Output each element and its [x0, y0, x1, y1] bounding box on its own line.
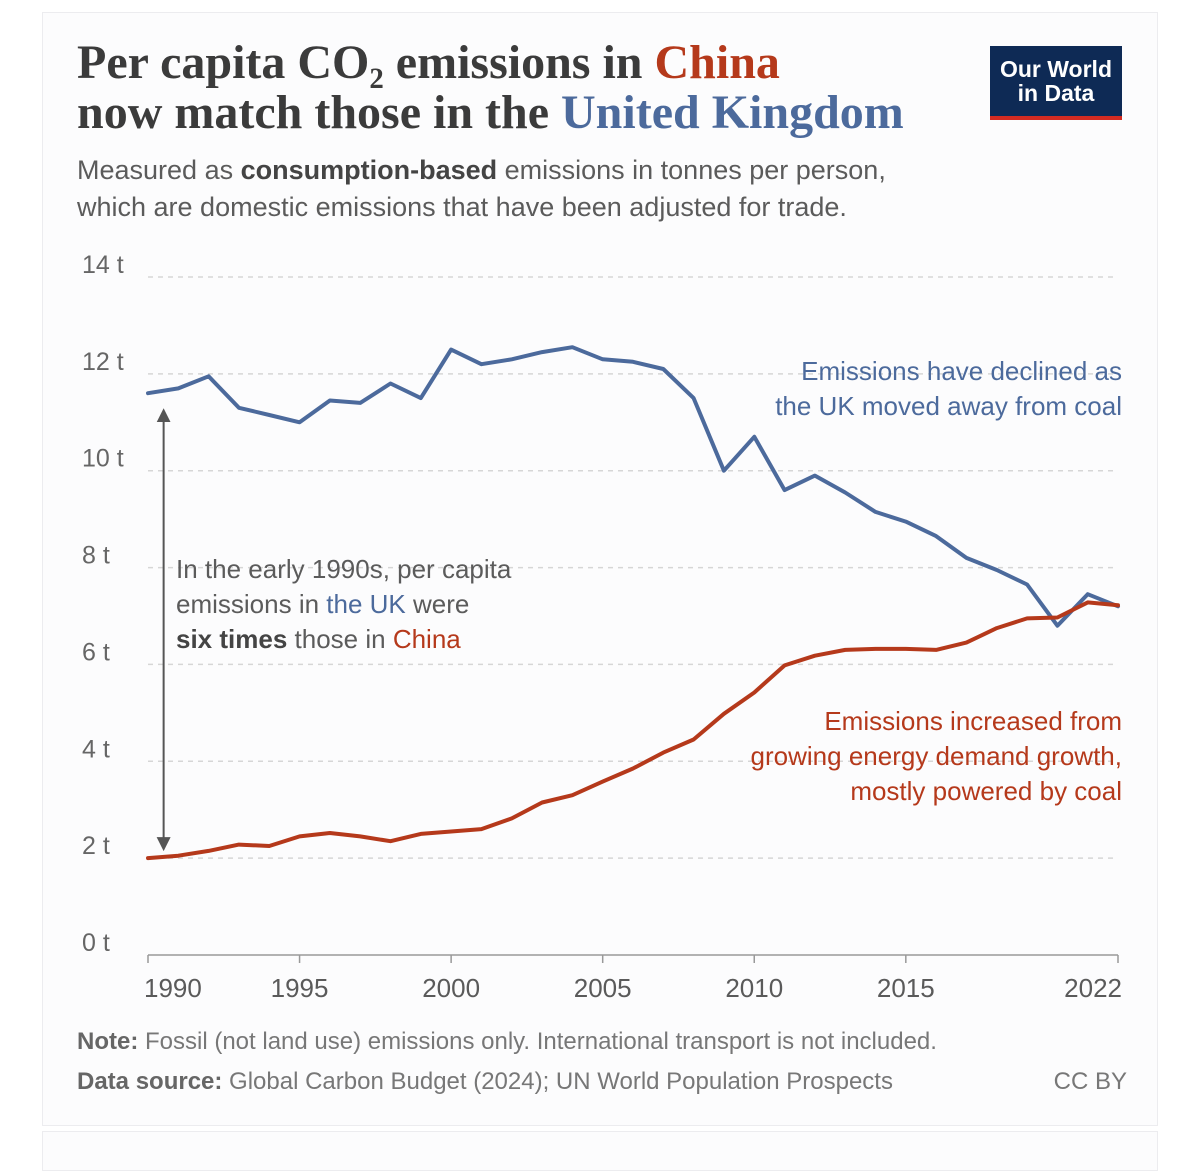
- y-tick-label: 12 t: [82, 348, 124, 376]
- y-tick-label: 8 t: [82, 542, 110, 570]
- subtitle-b: emissions in tonnes per person,: [497, 155, 886, 185]
- y-tick-label: 14 t: [82, 251, 124, 279]
- mid-c3: China: [393, 624, 461, 654]
- x-tick-label: 1995: [271, 973, 329, 1003]
- subtitle-bold: consumption-based: [240, 155, 498, 185]
- y-tick-label: 2 t: [82, 832, 110, 860]
- mid-b1: emissions in: [176, 589, 326, 619]
- subtitle-a: Measured as: [77, 155, 241, 185]
- mid-annotation-line1: In the early 1990s, per capita: [176, 554, 512, 584]
- source-text: Global Carbon Budget (2024); UN World Po…: [222, 1068, 893, 1095]
- title-part2: now match those in the: [77, 86, 562, 139]
- subtitle-line2: which are domestic emissions that have b…: [77, 192, 847, 222]
- x-tick-label: 1990: [144, 973, 202, 1003]
- source-label: Data source:: [77, 1068, 223, 1095]
- china-annotation-line2: growing energy demand growth,: [751, 741, 1122, 771]
- y-tick-label: 4 t: [82, 735, 110, 763]
- series-line-china[interactable]: [146, 600, 1120, 861]
- source-row: Data source: Global Carbon Budget (2024)…: [77, 1062, 1127, 1102]
- series-line-united-kingdom[interactable]: [146, 345, 1120, 628]
- note-label: Note:: [77, 1028, 139, 1055]
- mid-b2: the UK: [326, 589, 406, 619]
- x-tick-label: 2015: [877, 973, 935, 1003]
- chart-title: Per capita CO₂ emissions in China now ma…: [77, 38, 957, 138]
- x-axis: 1990 1995 2000 2005 2010 2015 2022: [144, 954, 1122, 1003]
- y-tick-label: 0 t: [82, 929, 110, 957]
- chart-card: [42, 12, 1158, 1126]
- china-annotation-line1: Emissions increased from: [824, 706, 1122, 736]
- y-axis: 0 t 2 t 4 t 6 t 8 t 10 t 12 t 14 t: [82, 251, 124, 957]
- source: Data source: Global Carbon Budget (2024)…: [77, 1062, 893, 1102]
- note-text: Fossil (not land use) emissions only. In…: [138, 1028, 937, 1055]
- mid-c1: six times: [176, 624, 287, 654]
- logo-line2: in Data: [1017, 80, 1095, 106]
- mid-annotation-line2: emissions in the UK were: [176, 589, 469, 619]
- license-link[interactable]: CC BY: [1053, 1068, 1127, 1095]
- mid-c2: those in: [287, 624, 393, 654]
- x-tick-label: 2010: [725, 973, 783, 1003]
- y-tick-label: 10 t: [82, 445, 124, 473]
- x-tick-label: 2005: [574, 973, 632, 1003]
- series-lines: [146, 345, 1120, 861]
- x-tick-label: 2000: [422, 973, 480, 1003]
- x-tick-label: 2022: [1064, 973, 1122, 1003]
- y-tick-label: 6 t: [82, 638, 110, 666]
- note-row: Note: Fossil (not land use) emissions on…: [77, 1022, 1127, 1062]
- title-part1: Per capita CO₂ emissions in: [77, 36, 655, 89]
- grid-lines: [148, 276, 1118, 859]
- footer: Note: Fossil (not land use) emissions on…: [77, 1022, 1127, 1102]
- title-uk: United Kingdom: [561, 86, 904, 139]
- mid-b3: were: [406, 589, 470, 619]
- title-china: China: [654, 36, 780, 89]
- chart-subtitle: Measured as consumption-based emissions …: [77, 152, 997, 226]
- owid-logo[interactable]: Our World in Data: [990, 46, 1122, 120]
- logo-line1: Our World: [999, 56, 1112, 82]
- mid-annotation-line3: six times those in China: [176, 624, 461, 654]
- uk-annotation-line1: Emissions have declined as: [801, 356, 1122, 386]
- china-annotation-line3: mostly powered by coal: [850, 776, 1122, 806]
- uk-annotation-line2: the UK moved away from coal: [775, 391, 1122, 421]
